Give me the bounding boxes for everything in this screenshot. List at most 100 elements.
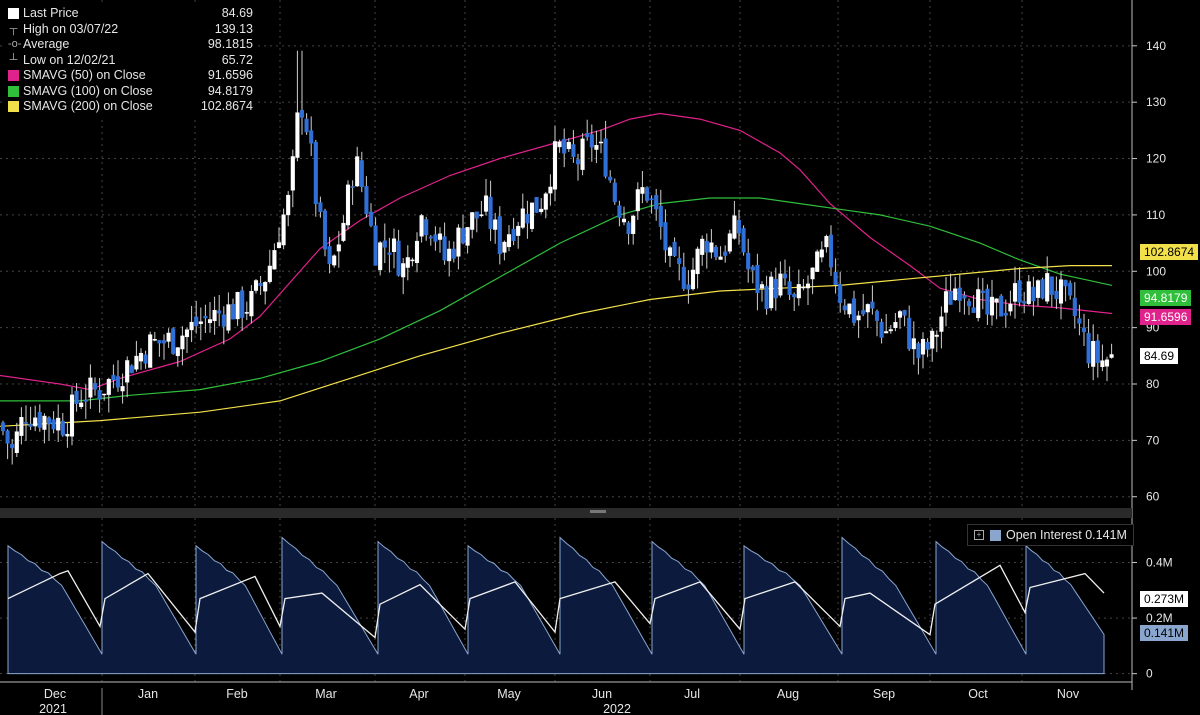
candle-body	[782, 273, 788, 279]
candle-body	[355, 156, 360, 187]
legend-row: SMAVG (100) on Close 94.8179	[8, 84, 253, 100]
candle-body	[442, 236, 447, 261]
candle-body	[543, 193, 548, 210]
candle-body	[819, 249, 824, 258]
candle-body	[902, 310, 907, 316]
pane-divider-handle	[590, 510, 606, 513]
candle-body	[184, 329, 190, 338]
candle-body	[401, 263, 406, 278]
candle-body	[810, 267, 815, 280]
legend-value: 94.8179	[207, 83, 253, 98]
candle-body	[1081, 327, 1087, 333]
candle-body	[773, 278, 778, 299]
candle-body	[847, 303, 852, 315]
candle-body	[594, 145, 599, 150]
candle-body	[1054, 290, 1059, 300]
candle-body	[957, 287, 962, 301]
candle-body	[980, 290, 985, 294]
candle-body	[686, 284, 691, 290]
candle-body	[833, 271, 838, 285]
sma50-tag: 91.6596	[1140, 309, 1192, 325]
candle-body	[976, 289, 981, 318]
sma100-tag: 94.8179	[1140, 290, 1192, 306]
candle-body	[571, 144, 576, 157]
oi-tick-label: 0.4M	[1146, 555, 1173, 569]
candle-body	[157, 339, 162, 344]
sma-line	[0, 112, 1113, 391]
candle-body	[465, 227, 470, 246]
candle-body	[764, 285, 769, 309]
price-tick-label: 80	[1146, 377, 1160, 391]
candle-body	[129, 365, 134, 374]
month-label: Aug	[777, 687, 799, 701]
candle-body	[838, 283, 843, 304]
candle-body	[212, 310, 217, 322]
candle-body	[313, 141, 318, 205]
month-label: Jan	[138, 687, 158, 701]
price-tick-label: 120	[1146, 152, 1166, 166]
candle-body	[230, 304, 236, 320]
candle-body	[994, 298, 999, 303]
candle-body	[759, 284, 765, 289]
avg-marker-icon: -o-	[8, 38, 22, 50]
candle-body	[226, 304, 231, 331]
candle-body	[74, 390, 79, 404]
candle-body	[175, 347, 180, 357]
legend-value: 98.1815	[207, 37, 253, 51]
legend-swatch	[8, 101, 19, 113]
candle-body	[575, 159, 581, 165]
candle-body	[14, 431, 19, 453]
candle-body	[856, 315, 861, 321]
candle-body	[1077, 318, 1082, 324]
candle-body	[621, 218, 627, 223]
candle-body	[5, 430, 10, 444]
candle-body	[424, 219, 429, 236]
candle-body	[746, 252, 751, 270]
oi-tag: 0.141M	[1140, 625, 1189, 641]
candle-body	[897, 311, 903, 318]
candle-body	[111, 374, 116, 381]
candle-body	[635, 189, 640, 212]
candle-body	[828, 234, 834, 268]
candle-body	[704, 240, 709, 253]
low-marker-icon: ┴	[9, 53, 18, 66]
candle-body	[28, 423, 33, 427]
legend-row: SMAVG (200) on Close 102.8674	[8, 99, 253, 115]
candle-body	[1086, 333, 1091, 364]
candle-body	[396, 240, 401, 276]
candle-body	[502, 241, 507, 253]
legend-label: Average	[23, 37, 70, 51]
candle-body	[700, 238, 705, 255]
legend-row: ┬ High on 03/07/22 139.13	[8, 22, 253, 38]
candle-body	[488, 196, 493, 229]
candle-body	[69, 394, 75, 437]
candle-body	[529, 202, 535, 229]
candle-body	[46, 417, 52, 425]
candle-body	[925, 341, 930, 350]
candle-body	[267, 265, 272, 282]
candle-body	[723, 251, 728, 256]
candle-body	[276, 242, 282, 249]
price-tick-label: 130	[1146, 95, 1166, 109]
candle-body	[327, 246, 332, 265]
candle-body	[368, 211, 374, 226]
candle-body	[930, 330, 935, 349]
candle-body	[911, 338, 916, 350]
candle-body	[364, 186, 369, 215]
legend-swatch	[8, 85, 19, 97]
candle-body	[460, 228, 466, 244]
candle-body	[709, 242, 714, 253]
candle-body	[235, 292, 240, 320]
candle-body	[1045, 273, 1050, 302]
expand-icon[interactable]: +	[974, 530, 984, 540]
candle-body	[60, 420, 65, 436]
candle-body	[681, 266, 686, 289]
moving-averages	[0, 112, 1113, 427]
candle-body	[750, 266, 755, 271]
candle-body	[842, 305, 847, 311]
candle-body	[736, 219, 742, 234]
candle-body	[65, 433, 70, 437]
candle-body	[603, 138, 608, 177]
candle-body	[999, 295, 1004, 317]
